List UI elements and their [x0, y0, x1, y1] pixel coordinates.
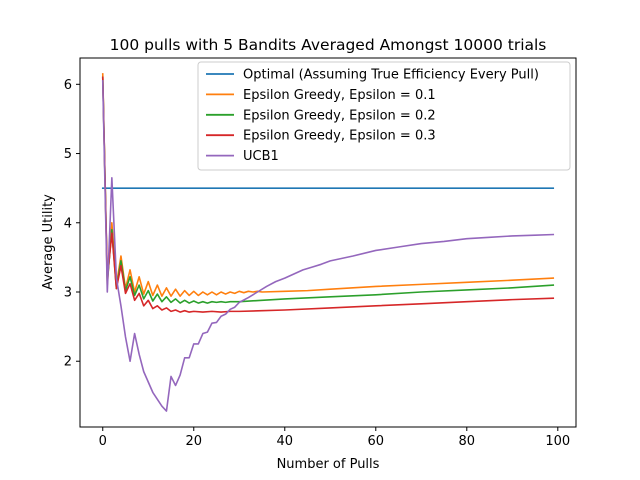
- x-tick-label: 80: [459, 434, 476, 449]
- series-line-4: [101, 80, 555, 412]
- x-tick-label: 0: [99, 434, 107, 449]
- x-axis-label: Number of Pulls: [277, 457, 380, 472]
- series-line-2: [101, 76, 555, 304]
- y-tick-label: 2: [64, 355, 72, 370]
- legend-entry-1: Epsilon Greedy, Epsilon = 0.1: [243, 88, 436, 103]
- x-tick-label: 60: [368, 434, 385, 449]
- chart-title: 100 pulls with 5 Bandits Averaged Amongs…: [110, 36, 547, 54]
- legend-box: [197, 61, 571, 171]
- y-tick-label: 3: [64, 286, 72, 301]
- x-tick-label: 20: [185, 434, 202, 449]
- y-tick-label: 5: [64, 147, 72, 162]
- series-line-1: [101, 73, 555, 297]
- legend: Optimal (Assuming True Efficiency Every …: [197, 61, 571, 171]
- legend-entry-3: Epsilon Greedy, Epsilon = 0.3: [243, 129, 436, 144]
- y-axis-label: Average Utility: [41, 194, 56, 290]
- series-layer: [101, 73, 555, 412]
- y-tick-label: 6: [64, 78, 72, 93]
- legend-entry-0: Optimal (Assuming True Efficiency Every …: [243, 68, 539, 83]
- legend-entry-2: Epsilon Greedy, Epsilon = 0.2: [243, 108, 436, 123]
- y-tick-label: 4: [64, 216, 72, 231]
- x-tick-label: 40: [276, 434, 293, 449]
- plot-frame: [79, 57, 577, 428]
- series-line-3: [101, 76, 555, 313]
- x-tick-label: 100: [545, 434, 570, 449]
- ticks-layer: 0 20 40 60 80 100 2 3 4 5 6: [64, 78, 570, 449]
- legend-entry-4: UCB1: [243, 149, 279, 164]
